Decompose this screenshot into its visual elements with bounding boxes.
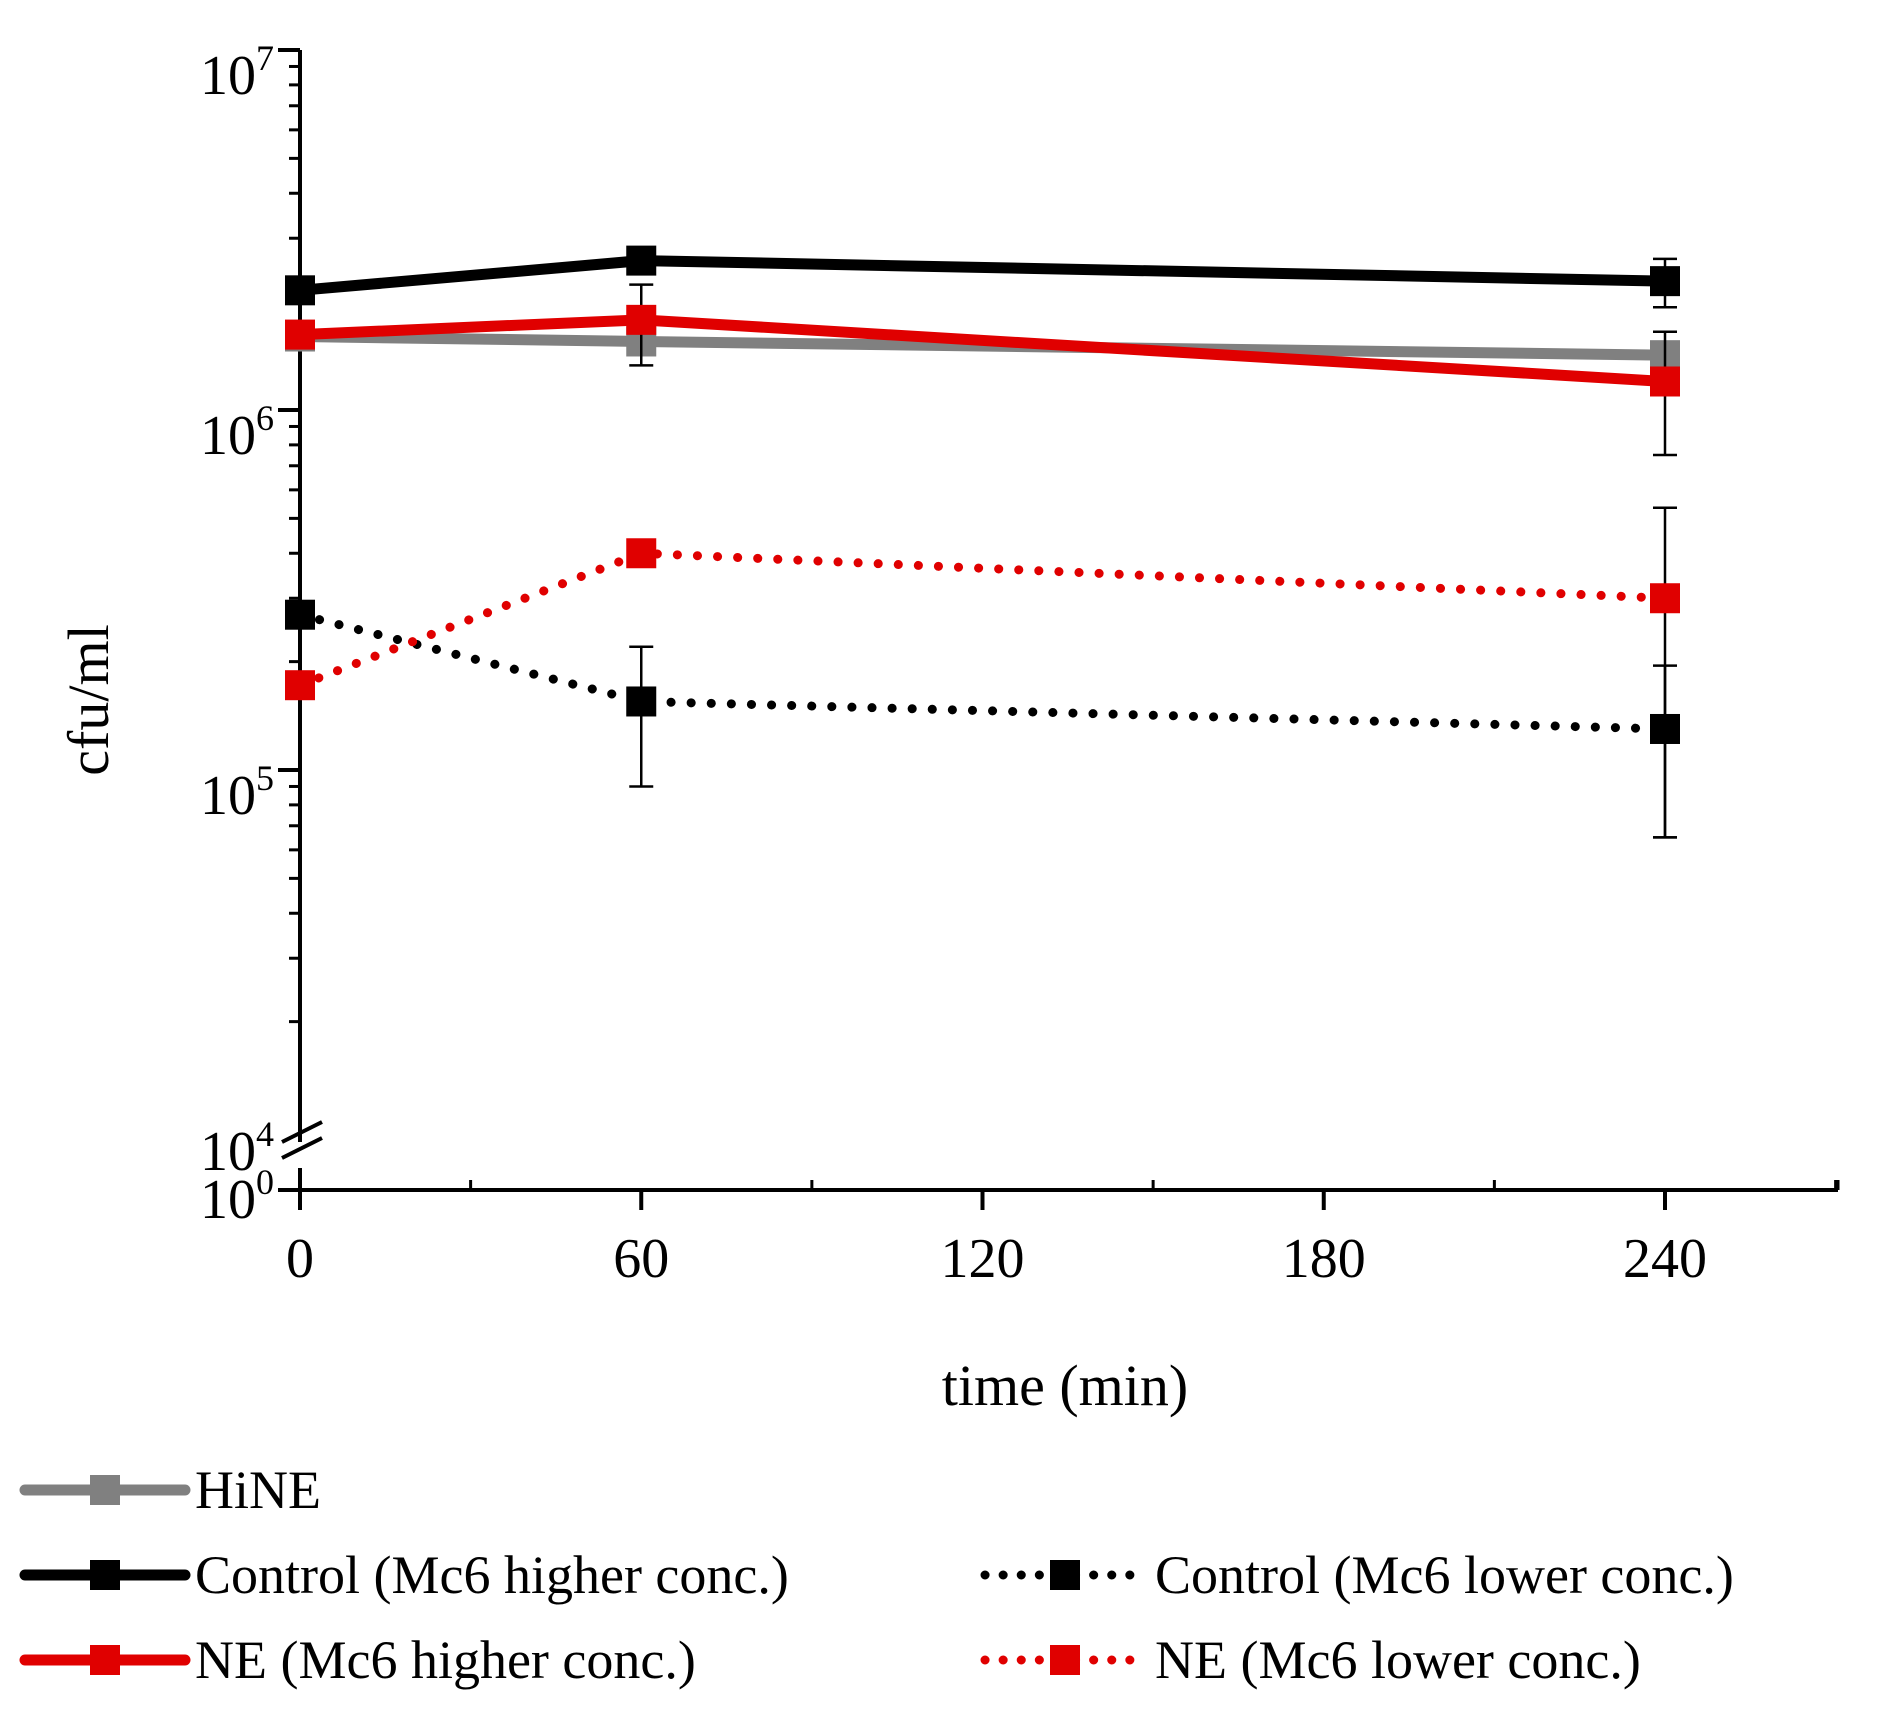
series-line xyxy=(295,548,1670,690)
axis-break-mark-upper xyxy=(281,1120,323,1144)
legend-marker xyxy=(1050,1645,1080,1675)
data-point xyxy=(285,275,315,306)
legend-item: NE (Mc6 higher conc.) xyxy=(19,1630,696,1690)
legend-label: Control (Mc6 lower conc.) xyxy=(1155,1545,1734,1605)
legend-item: HiNE xyxy=(19,1460,321,1520)
y-tick-label-base: 10 xyxy=(200,765,256,827)
legend-marker xyxy=(90,1560,120,1590)
x-tick-label: 60 xyxy=(613,1228,669,1290)
x-tick-label: 240 xyxy=(1623,1228,1707,1290)
y-break-label-lower-base: 10 xyxy=(200,1169,256,1231)
data-point xyxy=(626,245,657,276)
y-tick-label-base: 10 xyxy=(200,45,256,107)
legend-label: NE (Mc6 higher conc.) xyxy=(195,1630,696,1690)
legend-label: Control (Mc6 higher conc.) xyxy=(195,1545,789,1605)
data-point xyxy=(1650,583,1680,614)
y-axis-label: cfu/ml xyxy=(56,624,121,775)
series-layer xyxy=(285,245,1680,839)
legend: HiNE Control (Mc6 higher conc.) Control (M… xyxy=(19,1460,1734,1690)
legend-marker xyxy=(90,1475,120,1505)
data-point xyxy=(285,670,315,701)
y-tick-label-exponent: 6 xyxy=(256,398,274,438)
series-line xyxy=(295,610,1670,734)
legend-item: Control (Mc6 higher conc.) xyxy=(19,1545,789,1605)
x-tick-label: 0 xyxy=(286,1228,314,1290)
x-axis-label: time (min) xyxy=(942,1353,1188,1418)
legend-item: NE (Mc6 lower conc.) xyxy=(980,1630,1641,1690)
legend-item: Control (Mc6 lower conc.) xyxy=(980,1545,1734,1605)
series-2 xyxy=(285,283,1680,457)
legend-marker xyxy=(90,1645,120,1675)
legend-marker xyxy=(1050,1560,1080,1590)
legend-label: NE (Mc6 lower conc.) xyxy=(1155,1630,1641,1690)
series-3 xyxy=(285,599,1680,839)
y-tick-label: 106 xyxy=(200,398,274,467)
series-1 xyxy=(285,245,1680,309)
y-break-label-upper-exponent: 4 xyxy=(256,1114,274,1154)
series-line xyxy=(294,255,1671,296)
axis-break-mark-lower xyxy=(281,1136,323,1160)
legend-label: HiNE xyxy=(195,1460,321,1520)
y-tick-label: 107 xyxy=(200,38,274,107)
x-tick-label: 180 xyxy=(1282,1228,1366,1290)
data-point xyxy=(285,599,315,630)
y-break-label-lower: 100 xyxy=(200,1162,274,1231)
data-point xyxy=(1650,366,1680,397)
series-4 xyxy=(285,506,1680,839)
x-tick-label: 120 xyxy=(941,1228,1025,1290)
y-break-label-lower-exponent: 0 xyxy=(256,1162,274,1202)
y-tick-label-base: 10 xyxy=(200,405,256,467)
y-break-label-upper-base: 10 xyxy=(200,1121,256,1183)
y-tick-label-exponent: 7 xyxy=(256,38,274,78)
data-point xyxy=(626,538,657,569)
data-point xyxy=(626,304,657,335)
y-break-label-upper: 104 xyxy=(200,1114,274,1183)
y-tick-label-exponent: 5 xyxy=(256,758,274,798)
y-tick-label: 105 xyxy=(200,758,274,827)
data-point xyxy=(285,319,315,350)
data-point xyxy=(626,686,657,717)
data-point xyxy=(1650,266,1680,297)
